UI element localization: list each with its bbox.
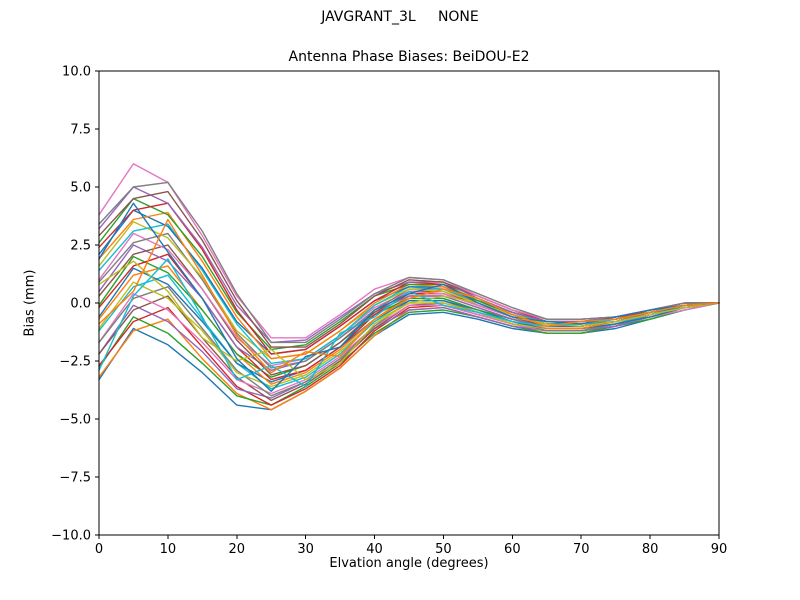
series-line	[98, 302, 720, 399]
y-axis-label: Bias (mm)	[22, 269, 38, 337]
x-tick-label: 40	[366, 542, 383, 557]
y-tick-label: 7.5	[70, 123, 91, 138]
x-tick-label: 50	[435, 542, 452, 557]
series-line	[98, 221, 720, 360]
series-line	[98, 260, 720, 381]
y-tick-label: 5.0	[70, 181, 91, 196]
x-tick-label: 60	[504, 542, 521, 557]
x-tick-label: 70	[573, 542, 590, 557]
x-tick-label: 10	[160, 542, 177, 557]
figure-suptitle: JAVGRANT_3L NONE	[321, 9, 479, 25]
x-tick-label: 90	[711, 542, 728, 557]
x-tick-label: 30	[297, 542, 314, 557]
series-line	[98, 202, 720, 392]
y-tick-label: 0.0	[70, 297, 91, 312]
x-axis-label: Elvation angle (degrees)	[329, 556, 489, 571]
x-tick-label: 80	[642, 542, 659, 557]
chart-title: Antenna Phase Biases: BeiDOU-E2	[288, 49, 530, 65]
y-tick-label: −2.5	[59, 355, 91, 370]
series-line	[98, 218, 720, 374]
series-line	[98, 302, 720, 411]
y-tick-label: −5.0	[59, 413, 91, 428]
y-tick-label: 2.5	[70, 239, 91, 254]
x-tick-label: 0	[95, 542, 103, 557]
y-tick-label: −7.5	[59, 471, 91, 486]
series-line	[98, 267, 720, 383]
y-tick-label: −10.0	[51, 529, 91, 544]
series-line	[98, 197, 720, 351]
x-tick-label: 20	[229, 542, 246, 557]
y-tick-label: 10.0	[62, 65, 91, 80]
